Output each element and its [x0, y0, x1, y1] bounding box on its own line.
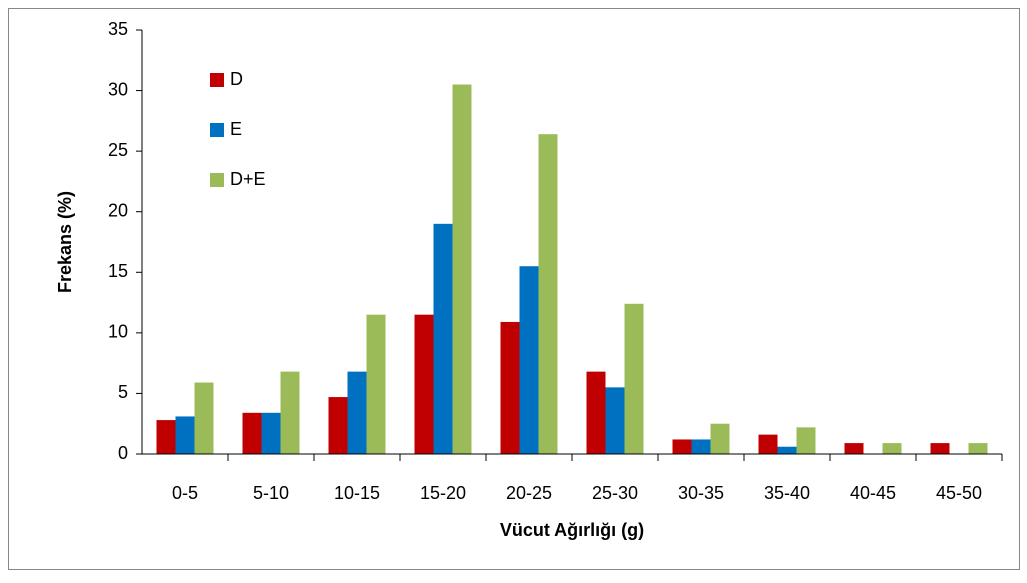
y-axis-title: Frekans (%) — [55, 191, 75, 293]
bar — [930, 443, 950, 454]
bar — [242, 412, 262, 454]
bar — [261, 412, 281, 454]
y-tick-label: 5 — [118, 382, 128, 402]
bar — [175, 416, 195, 454]
x-tick-label: 40-45 — [850, 483, 896, 503]
y-tick-label: 35 — [108, 19, 128, 39]
legend-label: D — [230, 69, 243, 89]
bar — [844, 443, 864, 454]
bar — [710, 423, 730, 454]
x-tick-label: 45-50 — [936, 483, 982, 503]
x-tick-label: 20-25 — [506, 483, 552, 503]
legend-swatch — [210, 73, 224, 87]
bar — [194, 382, 214, 454]
x-tick-label: 5-10 — [253, 483, 289, 503]
bar — [968, 443, 988, 454]
chart-frame — [8, 8, 1020, 570]
legend-swatch — [210, 123, 224, 137]
y-tick-label: 25 — [108, 140, 128, 160]
y-tick-label: 15 — [108, 261, 128, 281]
x-tick-label: 10-15 — [334, 483, 380, 503]
x-axis-title: Vücut Ağırlığı (g) — [500, 520, 644, 540]
bar — [433, 223, 453, 454]
legend-swatch — [210, 173, 224, 187]
y-tick-label: 0 — [118, 443, 128, 463]
bar — [156, 420, 176, 454]
legend-label: D+E — [230, 169, 266, 189]
bar — [758, 434, 778, 454]
bar — [347, 371, 367, 454]
bar — [605, 387, 625, 454]
x-tick-label: 30-35 — [678, 483, 724, 503]
bar — [586, 371, 606, 454]
bar — [366, 314, 386, 454]
bar — [280, 371, 300, 454]
y-tick-label: 30 — [108, 79, 128, 99]
y-tick-label: 10 — [108, 322, 128, 342]
bar — [672, 439, 692, 454]
bar — [538, 134, 558, 454]
bar — [500, 321, 520, 454]
x-tick-label: 0-5 — [172, 483, 198, 503]
bar — [624, 303, 644, 454]
bar — [414, 314, 434, 454]
bar — [796, 427, 816, 454]
bar — [519, 266, 539, 454]
bar — [777, 446, 797, 454]
bar — [328, 397, 348, 454]
x-tick-label: 25-30 — [592, 483, 638, 503]
x-tick-label: 35-40 — [764, 483, 810, 503]
bar — [452, 84, 472, 454]
legend-label: E — [230, 119, 242, 139]
bar — [882, 443, 902, 454]
y-tick-label: 20 — [108, 200, 128, 220]
x-tick-label: 15-20 — [420, 483, 466, 503]
bar — [691, 439, 711, 454]
